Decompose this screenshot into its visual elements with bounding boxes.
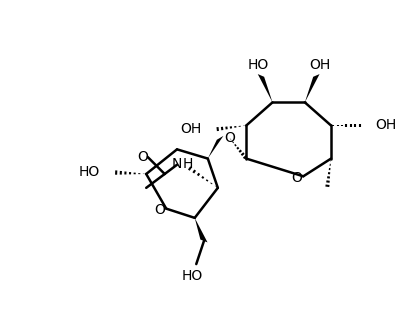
Text: OH: OH: [309, 58, 330, 72]
Polygon shape: [304, 74, 319, 102]
Text: OH: OH: [375, 118, 396, 132]
Text: O: O: [154, 203, 165, 217]
Text: HO: HO: [181, 268, 202, 283]
Text: H: H: [182, 157, 193, 171]
Text: O: O: [291, 171, 302, 185]
Text: N: N: [171, 157, 181, 171]
Text: O: O: [137, 150, 148, 164]
Text: O: O: [223, 131, 234, 145]
Polygon shape: [207, 136, 223, 159]
Text: OH: OH: [180, 122, 201, 136]
Polygon shape: [257, 74, 272, 102]
Text: HO: HO: [247, 58, 268, 72]
Polygon shape: [194, 218, 207, 242]
Text: HO: HO: [79, 165, 100, 180]
